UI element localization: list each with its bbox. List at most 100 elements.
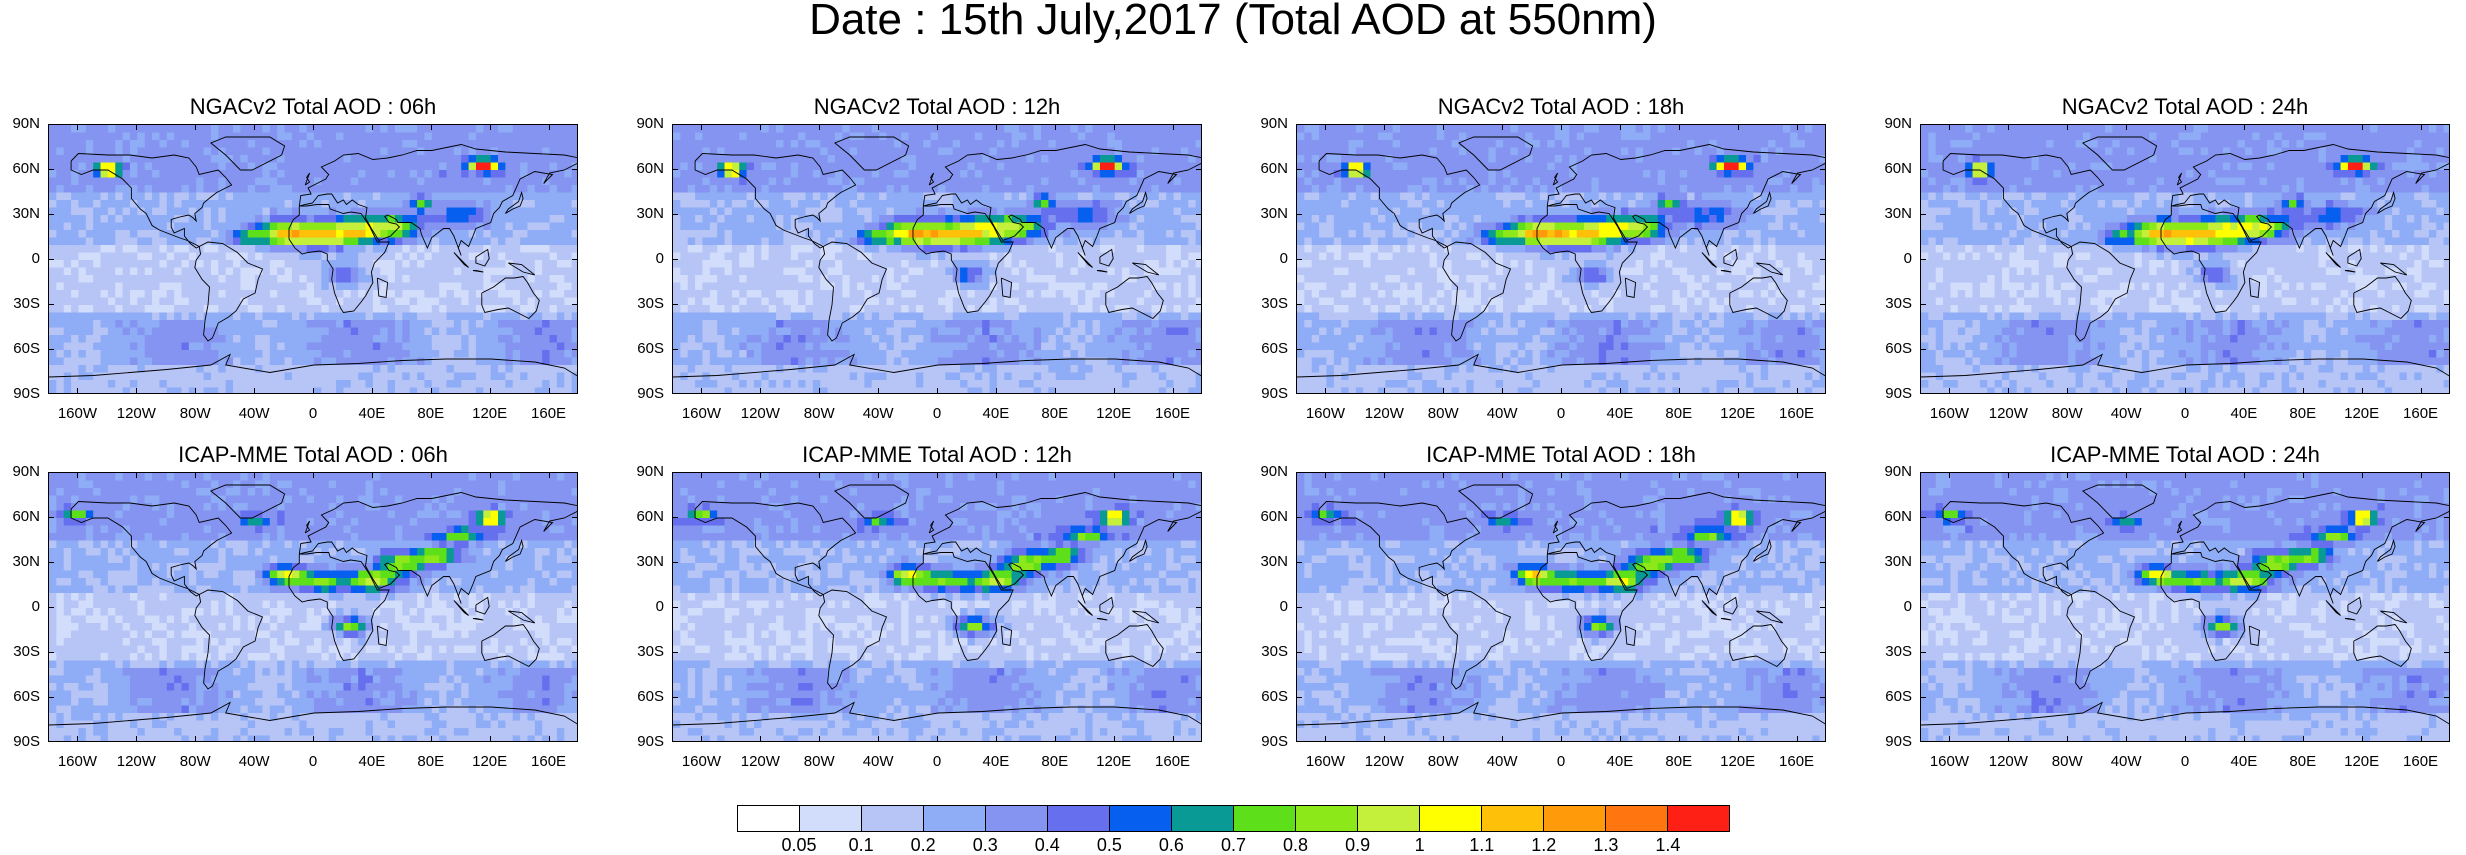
aod-cell — [1063, 125, 1071, 133]
aod-cell — [1144, 230, 1152, 238]
aod-cell — [673, 268, 681, 276]
aod-cell — [975, 215, 983, 223]
aod-cell — [211, 373, 219, 381]
aod-cell — [835, 133, 843, 141]
aod-cell — [879, 148, 887, 156]
aod-cell — [1019, 193, 1027, 201]
aod-cell — [1151, 230, 1159, 238]
aod-cell — [1107, 178, 1115, 186]
aod-cell — [702, 298, 710, 306]
aod-cell — [769, 140, 777, 148]
aod-cell — [1181, 193, 1189, 201]
aod-cell — [498, 155, 506, 163]
aod-cell — [953, 125, 961, 133]
aod-cell — [329, 335, 337, 343]
aod-cell — [182, 380, 190, 388]
aod-cell — [710, 335, 718, 343]
aod-cell — [78, 298, 86, 306]
aod-cell — [86, 140, 94, 148]
aod-cell — [901, 223, 909, 231]
aod-cell — [783, 313, 791, 321]
aod-cell — [233, 290, 241, 298]
aod-cell — [182, 125, 190, 133]
lat-tick-label: 30S — [0, 296, 40, 312]
aod-cell — [702, 365, 710, 373]
aod-cell — [137, 283, 145, 291]
aod-cell — [395, 170, 403, 178]
aod-cell — [64, 155, 72, 163]
aod-cell — [527, 133, 535, 141]
lon-tick-label: 40W — [224, 406, 284, 422]
aod-cell — [123, 283, 131, 291]
aod-cell — [1048, 140, 1056, 148]
aod-cell — [314, 328, 322, 336]
aod-cell — [761, 298, 769, 306]
aod-cell — [754, 328, 762, 336]
aod-cell — [527, 208, 535, 216]
aod-cell — [93, 275, 101, 283]
aod-cell — [71, 260, 79, 268]
aod-cell — [717, 260, 725, 268]
aod-cell — [299, 215, 307, 223]
aod-cell — [754, 260, 762, 268]
aod-cell — [739, 305, 747, 313]
aod-cell — [145, 208, 153, 216]
aod-cell — [1188, 178, 1196, 186]
aod-cell — [820, 230, 828, 238]
aod-cell — [886, 208, 894, 216]
aod-cell — [115, 283, 123, 291]
aod-cell — [864, 163, 872, 171]
aod-cell — [1048, 320, 1056, 328]
aod-cell — [424, 140, 432, 148]
aod-cell — [886, 335, 894, 343]
aod-cell — [277, 230, 285, 238]
aod-cell — [776, 313, 784, 321]
aod-cell — [1019, 140, 1027, 148]
aod-cell — [710, 358, 718, 366]
lat-tick — [48, 304, 54, 305]
aod-cell — [1093, 245, 1101, 253]
aod-cell — [1188, 260, 1196, 268]
aod-cell — [754, 208, 762, 216]
aod-cell — [240, 373, 248, 381]
aod-cell — [189, 283, 197, 291]
aod-cell — [813, 208, 821, 216]
aod-cell — [248, 163, 256, 171]
aod-cell — [776, 200, 784, 208]
aod-cell — [461, 313, 469, 321]
aod-cell — [1166, 238, 1174, 246]
aod-cell — [78, 185, 86, 193]
aod-cell — [380, 268, 388, 276]
aod-cell — [115, 260, 123, 268]
aod-cell — [725, 200, 733, 208]
aod-cell — [108, 283, 116, 291]
aod-cell — [527, 200, 535, 208]
aod-cell — [710, 253, 718, 261]
aod-cell — [967, 343, 975, 351]
aod-cell — [791, 260, 799, 268]
aod-cell — [557, 268, 565, 276]
aod-cell — [1012, 253, 1020, 261]
aod-cell — [916, 335, 924, 343]
aod-cell — [513, 215, 521, 223]
lon-tick — [313, 124, 314, 130]
aod-cell — [358, 365, 366, 373]
aod-cell — [945, 350, 953, 358]
aod-cell — [886, 215, 894, 223]
aod-cell — [894, 200, 902, 208]
aod-cell — [535, 215, 543, 223]
aod-cell — [798, 163, 806, 171]
aod-cell — [447, 350, 455, 358]
aod-cell — [535, 178, 543, 186]
aod-cell — [49, 193, 57, 201]
aod-cell — [680, 283, 688, 291]
aod-cell — [307, 305, 315, 313]
aod-cell — [380, 163, 388, 171]
aod-cell — [174, 305, 182, 313]
aod-cell — [1115, 275, 1123, 283]
aod-cell — [747, 245, 755, 253]
aod-cell — [769, 283, 777, 291]
aod-cell — [673, 133, 681, 141]
aod-cell — [329, 380, 337, 388]
aod-cell — [78, 335, 86, 343]
